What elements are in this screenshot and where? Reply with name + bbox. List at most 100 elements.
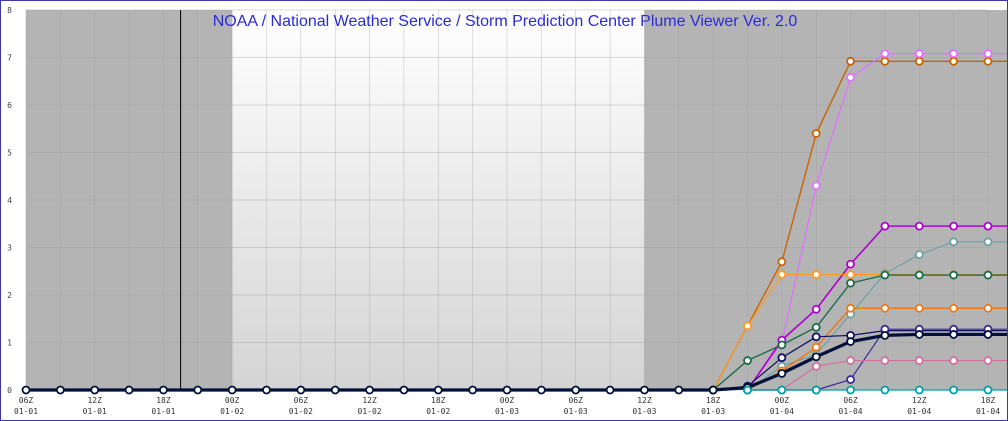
data-point: [811, 304, 821, 314]
chart-title: NOAA / National Weather Service / Storm …: [213, 13, 798, 30]
data-point: [949, 49, 959, 59]
series-10: [21, 330, 1007, 395]
y-tick-label: 3: [7, 244, 12, 253]
data-point: [743, 385, 752, 395]
series-line: [713, 330, 1007, 391]
x-tick-label: 12Z: [362, 396, 377, 405]
data-point: [743, 356, 752, 365]
data-point: [330, 385, 340, 395]
data-point: [811, 385, 821, 395]
x-tick-label: 00Z: [500, 396, 515, 405]
data-point: [193, 385, 203, 395]
data-point: [777, 385, 787, 395]
data-point: [743, 321, 752, 331]
data-point: [90, 385, 100, 395]
data-point: [777, 368, 787, 378]
data-point: [983, 356, 993, 365]
x-tick-label: 12Z: [87, 396, 102, 405]
data-point: [811, 181, 821, 191]
data-point: [914, 56, 924, 66]
x-tick-label: 18Z: [431, 396, 446, 405]
data-point: [124, 385, 134, 395]
series-6: [743, 303, 1007, 395]
series-line: [26, 332, 1007, 392]
data-point: [914, 303, 924, 313]
x-tick-label: 18Z: [156, 396, 171, 405]
plume-series: [21, 49, 1007, 395]
x-tick-date: 01-02: [289, 407, 313, 416]
data-point: [811, 352, 821, 362]
x-tick-date: 01-02: [220, 407, 244, 416]
data-point: [983, 49, 993, 59]
data-point: [846, 375, 855, 384]
data-point: [811, 270, 821, 279]
data-point: [880, 385, 890, 395]
data-point: [640, 385, 649, 395]
data-point: [846, 73, 855, 82]
data-point: [846, 56, 855, 66]
y-tick-label: 8: [7, 6, 12, 15]
data-point: [846, 278, 855, 288]
data-point: [914, 356, 924, 365]
x-tick-date: 01-01: [14, 407, 38, 416]
series-11: [743, 385, 1007, 395]
data-point: [433, 385, 443, 395]
x-tick-date: 01-01: [83, 407, 107, 416]
x-tick-date: 01-04: [976, 407, 1000, 416]
x-tick-label: 06Z: [19, 396, 34, 405]
data-point: [914, 49, 924, 59]
x-tick-date: 01-03: [701, 407, 725, 416]
data-point: [846, 337, 855, 346]
x-tick-date: 01-02: [358, 407, 382, 416]
data-point: [811, 322, 821, 332]
x-tick-date: 01-04: [770, 407, 794, 416]
data-point: [777, 340, 787, 350]
x-tick-label: 06Z: [843, 396, 858, 405]
y-axis-ticks: 0 1 2 3 4 5 6 7 8: [7, 6, 12, 395]
y-tick-label: 6: [7, 101, 12, 110]
data-point: [227, 385, 237, 395]
x-tick-label: 12Z: [637, 396, 652, 405]
x-tick-date: 01-01: [151, 407, 175, 416]
x-tick-label: 06Z: [568, 396, 583, 405]
data-point: [949, 56, 959, 66]
y-tick-label: 4: [7, 196, 12, 205]
data-point: [880, 356, 890, 365]
x-tick-date: 01-03: [495, 407, 519, 416]
data-point: [846, 385, 855, 395]
data-point: [983, 330, 993, 339]
data-point: [777, 270, 787, 279]
data-point: [502, 385, 512, 395]
data-point: [674, 385, 684, 395]
y-tick-label: 7: [7, 54, 12, 63]
x-tick-date: 01-04: [839, 407, 863, 416]
x-tick-date: 01-03: [564, 407, 588, 416]
data-point: [914, 385, 924, 395]
data-point: [811, 342, 821, 352]
y-tick-label: 5: [7, 149, 12, 158]
y-tick-label: 1: [7, 339, 12, 348]
data-point: [983, 303, 993, 313]
data-point: [914, 330, 924, 339]
data-point: [262, 385, 271, 395]
x-tick-label: 00Z: [775, 396, 790, 405]
x-tick-label: 12Z: [912, 396, 927, 405]
data-point: [468, 385, 478, 395]
y-tick-label: 2: [7, 291, 12, 300]
data-point: [811, 129, 821, 138]
data-point: [811, 332, 821, 342]
series-line: [712, 274, 1007, 391]
data-point: [605, 385, 615, 395]
data-point: [846, 303, 855, 313]
x-tick-label: 06Z: [294, 396, 309, 405]
data-point: [949, 356, 959, 365]
data-point: [880, 270, 890, 280]
data-point: [846, 270, 855, 279]
data-point: [55, 385, 65, 395]
data-point: [399, 385, 409, 395]
data-point: [949, 221, 959, 231]
x-tick-date: 01-02: [426, 407, 450, 416]
data-point: [949, 270, 959, 280]
data-point: [914, 270, 924, 280]
